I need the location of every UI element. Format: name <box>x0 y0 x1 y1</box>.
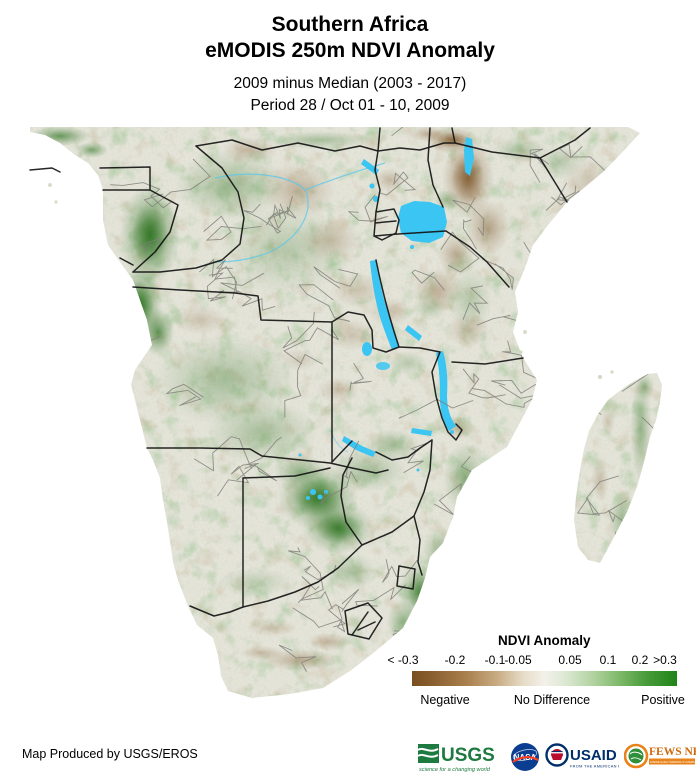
fewsnet-globe-icon <box>624 743 649 769</box>
legend-tick: 0.1 <box>599 653 617 667</box>
legend-label-positive: Positive <box>641 693 685 707</box>
lake-tanganyika <box>370 260 399 350</box>
legend-tick: -0.1 <box>484 653 506 667</box>
fewsnet-logo: FEWS NET FAMINE EARLY WARNING SYSTEMS NE… <box>624 743 696 769</box>
usaid-seal-icon <box>545 743 569 767</box>
subtitle-line2: Period 28 / Oct 01 - 10, 2009 <box>250 97 450 114</box>
legend-label-negative: Negative <box>420 693 470 707</box>
legend-tick: 0.05 <box>558 653 582 667</box>
legend-tick: 0.2 <box>631 653 649 667</box>
fewsnet-label: FEWS NET <box>649 746 696 758</box>
subtitle-line1: 2009 minus Median (2003 - 2017) <box>233 75 467 92</box>
usgs-wave-icon <box>417 744 439 763</box>
lake-kariba <box>342 436 376 457</box>
header: Southern Africa eMODIS 250m NDVI Anomaly… <box>0 12 700 117</box>
lake-malawi <box>436 351 456 431</box>
legend-tick: < -0.3 <box>387 653 419 667</box>
legend-labels: Negative No Difference Positive <box>412 693 685 709</box>
usgs-label: USGS <box>441 745 495 766</box>
legend: NDVI Anomaly < -0.3 -0.2 -0.1 -0.05 0.05… <box>387 633 690 711</box>
lake-mweru <box>362 342 372 356</box>
legend-tick: -0.2 <box>444 653 466 667</box>
page-title-line1: Southern Africa <box>271 13 429 36</box>
legend-ticks: < -0.3 -0.2 -0.1 -0.05 0.05 0.1 0.2 >0.3 <box>387 653 677 668</box>
legend-tick: >0.3 <box>653 653 677 667</box>
usaid-logo: USAID FROM THE AMERICAN PEOPLE <box>545 743 619 769</box>
legend-tick: -0.05 <box>504 653 532 667</box>
lake-edward <box>369 183 375 189</box>
partner-logos: USGS science for a changing world NASA U… <box>417 740 696 774</box>
usaid-tagline: FROM THE AMERICAN PEOPLE <box>570 764 619 769</box>
nasa-logo: NASA <box>511 743 539 771</box>
page-title-line2: eMODIS 250m NDVI Anomaly <box>205 39 495 62</box>
map-credit: Map Produced by USGS/EROS <box>22 747 198 761</box>
usgs-logo: USGS science for a changing world <box>417 744 495 773</box>
country-borders <box>29 127 591 640</box>
lake-cahora-bassa <box>411 428 432 436</box>
lake-rukwa <box>405 325 422 341</box>
fewsnet-tagline: FAMINE EARLY WARNING SYSTEMS NETWORK <box>650 760 696 764</box>
ndvi-texture <box>30 127 662 698</box>
usaid-label: USAID <box>570 747 617 764</box>
lake-bangweulu <box>376 362 390 370</box>
usgs-tagline: science for a changing world <box>419 767 491 773</box>
legend-label-no-difference: No Difference <box>513 693 591 707</box>
legend-color-ramp <box>412 671 677 686</box>
legend-title: NDVI Anomaly <box>498 633 591 648</box>
